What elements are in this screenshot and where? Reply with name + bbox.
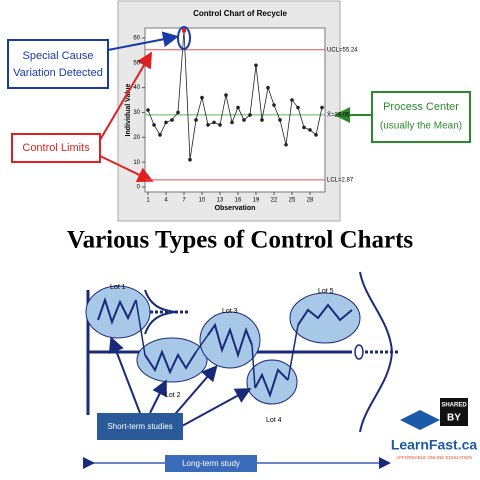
badge-box: [440, 398, 468, 426]
squiggle: [207, 322, 253, 359]
outlier-point: [182, 28, 186, 33]
arrow: [149, 379, 167, 414]
point: [212, 120, 216, 125]
squiggle: [297, 303, 353, 326]
arrow: [181, 388, 252, 427]
point: [254, 63, 258, 68]
lot: [246, 359, 298, 405]
point: [176, 110, 180, 115]
x-tick-label: 4: [164, 198, 168, 204]
special-cause-box: [7, 39, 109, 89]
heading: Various Types of Control Charts: [67, 227, 414, 254]
x-tick-label: 1: [146, 198, 150, 204]
annotation: (usually the Mean): [380, 121, 462, 132]
annotation: Control Limits: [22, 142, 90, 154]
chart-title: Control Chart of Recycle: [193, 9, 287, 18]
point: [230, 120, 234, 125]
point: [206, 123, 210, 127]
arrow: [99, 51, 153, 141]
arrow: [107, 31, 179, 51]
limit-label: X̄=29.06: [327, 111, 350, 118]
squiggle: [254, 368, 289, 398]
annotation: Variation Detected: [13, 67, 103, 79]
point: [320, 105, 324, 110]
point: [158, 133, 162, 137]
point: [296, 105, 300, 110]
point: [266, 85, 270, 90]
point: [170, 118, 174, 122]
y-tick-label: 20: [133, 135, 140, 141]
point: [200, 95, 204, 100]
limit-label: UCL=55.24: [327, 47, 358, 53]
knob: [354, 344, 364, 360]
y-tick-label: 60: [133, 36, 140, 42]
short-term-box: [97, 413, 183, 440]
point: [308, 128, 312, 132]
point: [278, 118, 282, 122]
lot: [289, 292, 361, 344]
brand: LearnFast.ca: [391, 437, 478, 453]
point: [314, 133, 318, 137]
y-tick-label: 50: [133, 60, 140, 66]
point: [272, 103, 276, 107]
y-tick-label: 40: [133, 85, 140, 91]
y-tick-label: 30: [133, 110, 140, 116]
point: [194, 118, 198, 122]
x-tick-label: 25: [289, 198, 296, 204]
limit-label: LCL=2.87: [327, 177, 354, 183]
point: [260, 118, 264, 122]
point: [248, 113, 252, 117]
logo-cap: [400, 410, 440, 430]
lot-label: Lot 5: [318, 288, 334, 295]
point: [152, 123, 156, 127]
control-limits-box: [11, 133, 101, 163]
annotation: Special Cause: [23, 50, 94, 62]
arrow: [108, 336, 141, 414]
long-term-label: Long-term study: [182, 459, 240, 468]
connector: [135, 299, 299, 389]
squiggle: [97, 296, 137, 325]
y-tick-label: 0: [137, 185, 141, 191]
point: [302, 125, 306, 130]
short-term-label: Short-term studies: [107, 422, 172, 431]
lot-label: Lot 3: [222, 308, 238, 315]
badge-text: BY: [447, 413, 461, 424]
point: [146, 108, 150, 112]
point: [188, 157, 192, 162]
arrow: [99, 155, 154, 183]
x-tick-label: 28: [307, 198, 314, 204]
lot-label: Lot 1: [110, 284, 126, 291]
x-tick-label: 16: [235, 198, 242, 204]
x-tick-label: 13: [217, 198, 224, 204]
point: [164, 120, 168, 125]
plot-area: [144, 27, 326, 193]
lot-label: Lot 4: [266, 417, 282, 424]
x-axis-label: Observation: [215, 205, 256, 212]
badge-text: SHARED: [441, 403, 467, 409]
tagline: AFFORDABLE ONLINE EDUCATION: [396, 455, 471, 460]
arrow: [169, 364, 218, 421]
point: [242, 118, 246, 122]
point: [236, 105, 240, 110]
squiggle: [144, 349, 197, 375]
point: [224, 93, 228, 97]
x-tick-label: 10: [199, 198, 206, 204]
bell-curve: [359, 271, 394, 433]
y-axis-label: Individual Value: [125, 83, 132, 136]
y-tick-label: 10: [133, 160, 140, 166]
x-tick-label: 22: [271, 198, 278, 204]
lot-label: Lot 2: [165, 392, 181, 399]
x-tick-label: 19: [253, 198, 260, 204]
point: [218, 123, 222, 127]
process-center-box: [371, 91, 471, 143]
outlier-circle: [177, 26, 191, 50]
diagram: [83, 271, 398, 469]
long-term-box: [165, 455, 257, 472]
annotation: Process Center: [383, 101, 459, 113]
x-tick-label: 7: [182, 198, 186, 204]
point: [290, 98, 294, 102]
point: [284, 142, 288, 147]
